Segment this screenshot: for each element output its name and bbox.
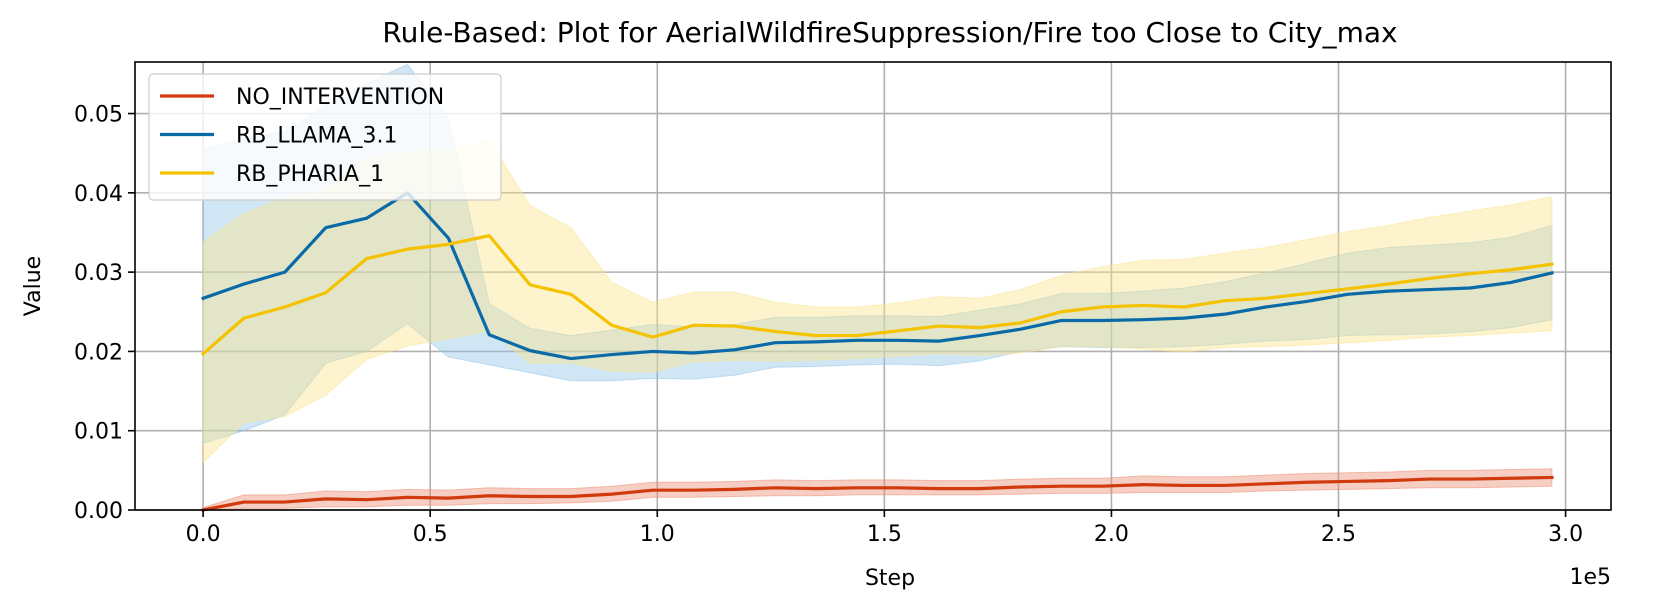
x-tick-label: 2.0 bbox=[1094, 522, 1129, 547]
y-tick-label: 0.00 bbox=[74, 499, 123, 524]
x-axis-label: Step bbox=[865, 566, 915, 591]
x-tick-label: 1.5 bbox=[867, 522, 902, 547]
series-line-rb-pharia-1 bbox=[200, 234, 1554, 357]
legend-label-no-intervention: NO_INTERVENTION bbox=[236, 85, 444, 110]
x-tick-label: 0.0 bbox=[186, 522, 221, 547]
x-tick-label: 3.0 bbox=[1548, 522, 1583, 547]
y-tick-label: 0.01 bbox=[74, 420, 123, 445]
series-line-rb-llama-3-1 bbox=[201, 191, 1554, 361]
series-lines bbox=[200, 191, 1554, 512]
x-axis-ticks: 0.0 0.5 1.0 1.5 2.0 2.5 3.0 bbox=[186, 510, 1583, 547]
y-tick-label: 0.05 bbox=[74, 103, 123, 128]
y-axis-ticks: 0.00 0.01 0.02 0.03 0.04 0.05 bbox=[74, 103, 135, 524]
y-tick-label: 0.04 bbox=[74, 182, 123, 207]
band-rb-pharia-1 bbox=[202, 139, 1553, 464]
x-axis-offset-label: 1e5 bbox=[1569, 565, 1611, 590]
series-line-no-intervention bbox=[201, 475, 1554, 512]
legend-box bbox=[148, 73, 502, 201]
x-tick-label: 0.5 bbox=[413, 522, 448, 547]
y-axis-label: Value bbox=[21, 256, 46, 316]
legend-label-rb-llama-3-1: RB_LLAMA_3.1 bbox=[236, 124, 397, 149]
y-tick-label: 0.02 bbox=[74, 340, 123, 365]
legend: NO_INTERVENTION RB_LLAMA_3.1 RB_PHARIA_1 bbox=[148, 73, 502, 201]
legend-label-rb-pharia-1: RB_PHARIA_1 bbox=[236, 162, 384, 187]
y-tick-label: 0.03 bbox=[74, 261, 123, 286]
x-tick-label: 2.5 bbox=[1321, 522, 1356, 547]
chart-title: Rule-Based: Plot for AerialWildfireSuppr… bbox=[382, 16, 1397, 49]
plot-frame bbox=[134, 61, 1612, 511]
x-tick-label: 1.0 bbox=[640, 522, 675, 547]
